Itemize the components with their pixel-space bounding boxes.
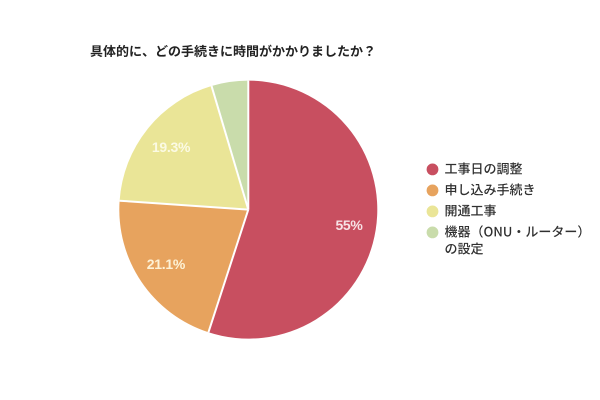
svg-text:19.3%: 19.3% [152,139,191,155]
svg-text:55%: 55% [335,217,363,233]
svg-text:21.1%: 21.1% [147,256,186,272]
